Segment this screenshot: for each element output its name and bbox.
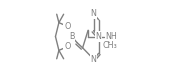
- Text: CH₃: CH₃: [102, 41, 117, 50]
- Text: O: O: [64, 42, 70, 51]
- Text: N: N: [91, 9, 97, 18]
- Text: B: B: [69, 32, 74, 41]
- Text: O: O: [64, 22, 70, 31]
- Text: NH: NH: [106, 32, 117, 41]
- Text: N: N: [96, 32, 102, 41]
- Text: N: N: [91, 55, 97, 64]
